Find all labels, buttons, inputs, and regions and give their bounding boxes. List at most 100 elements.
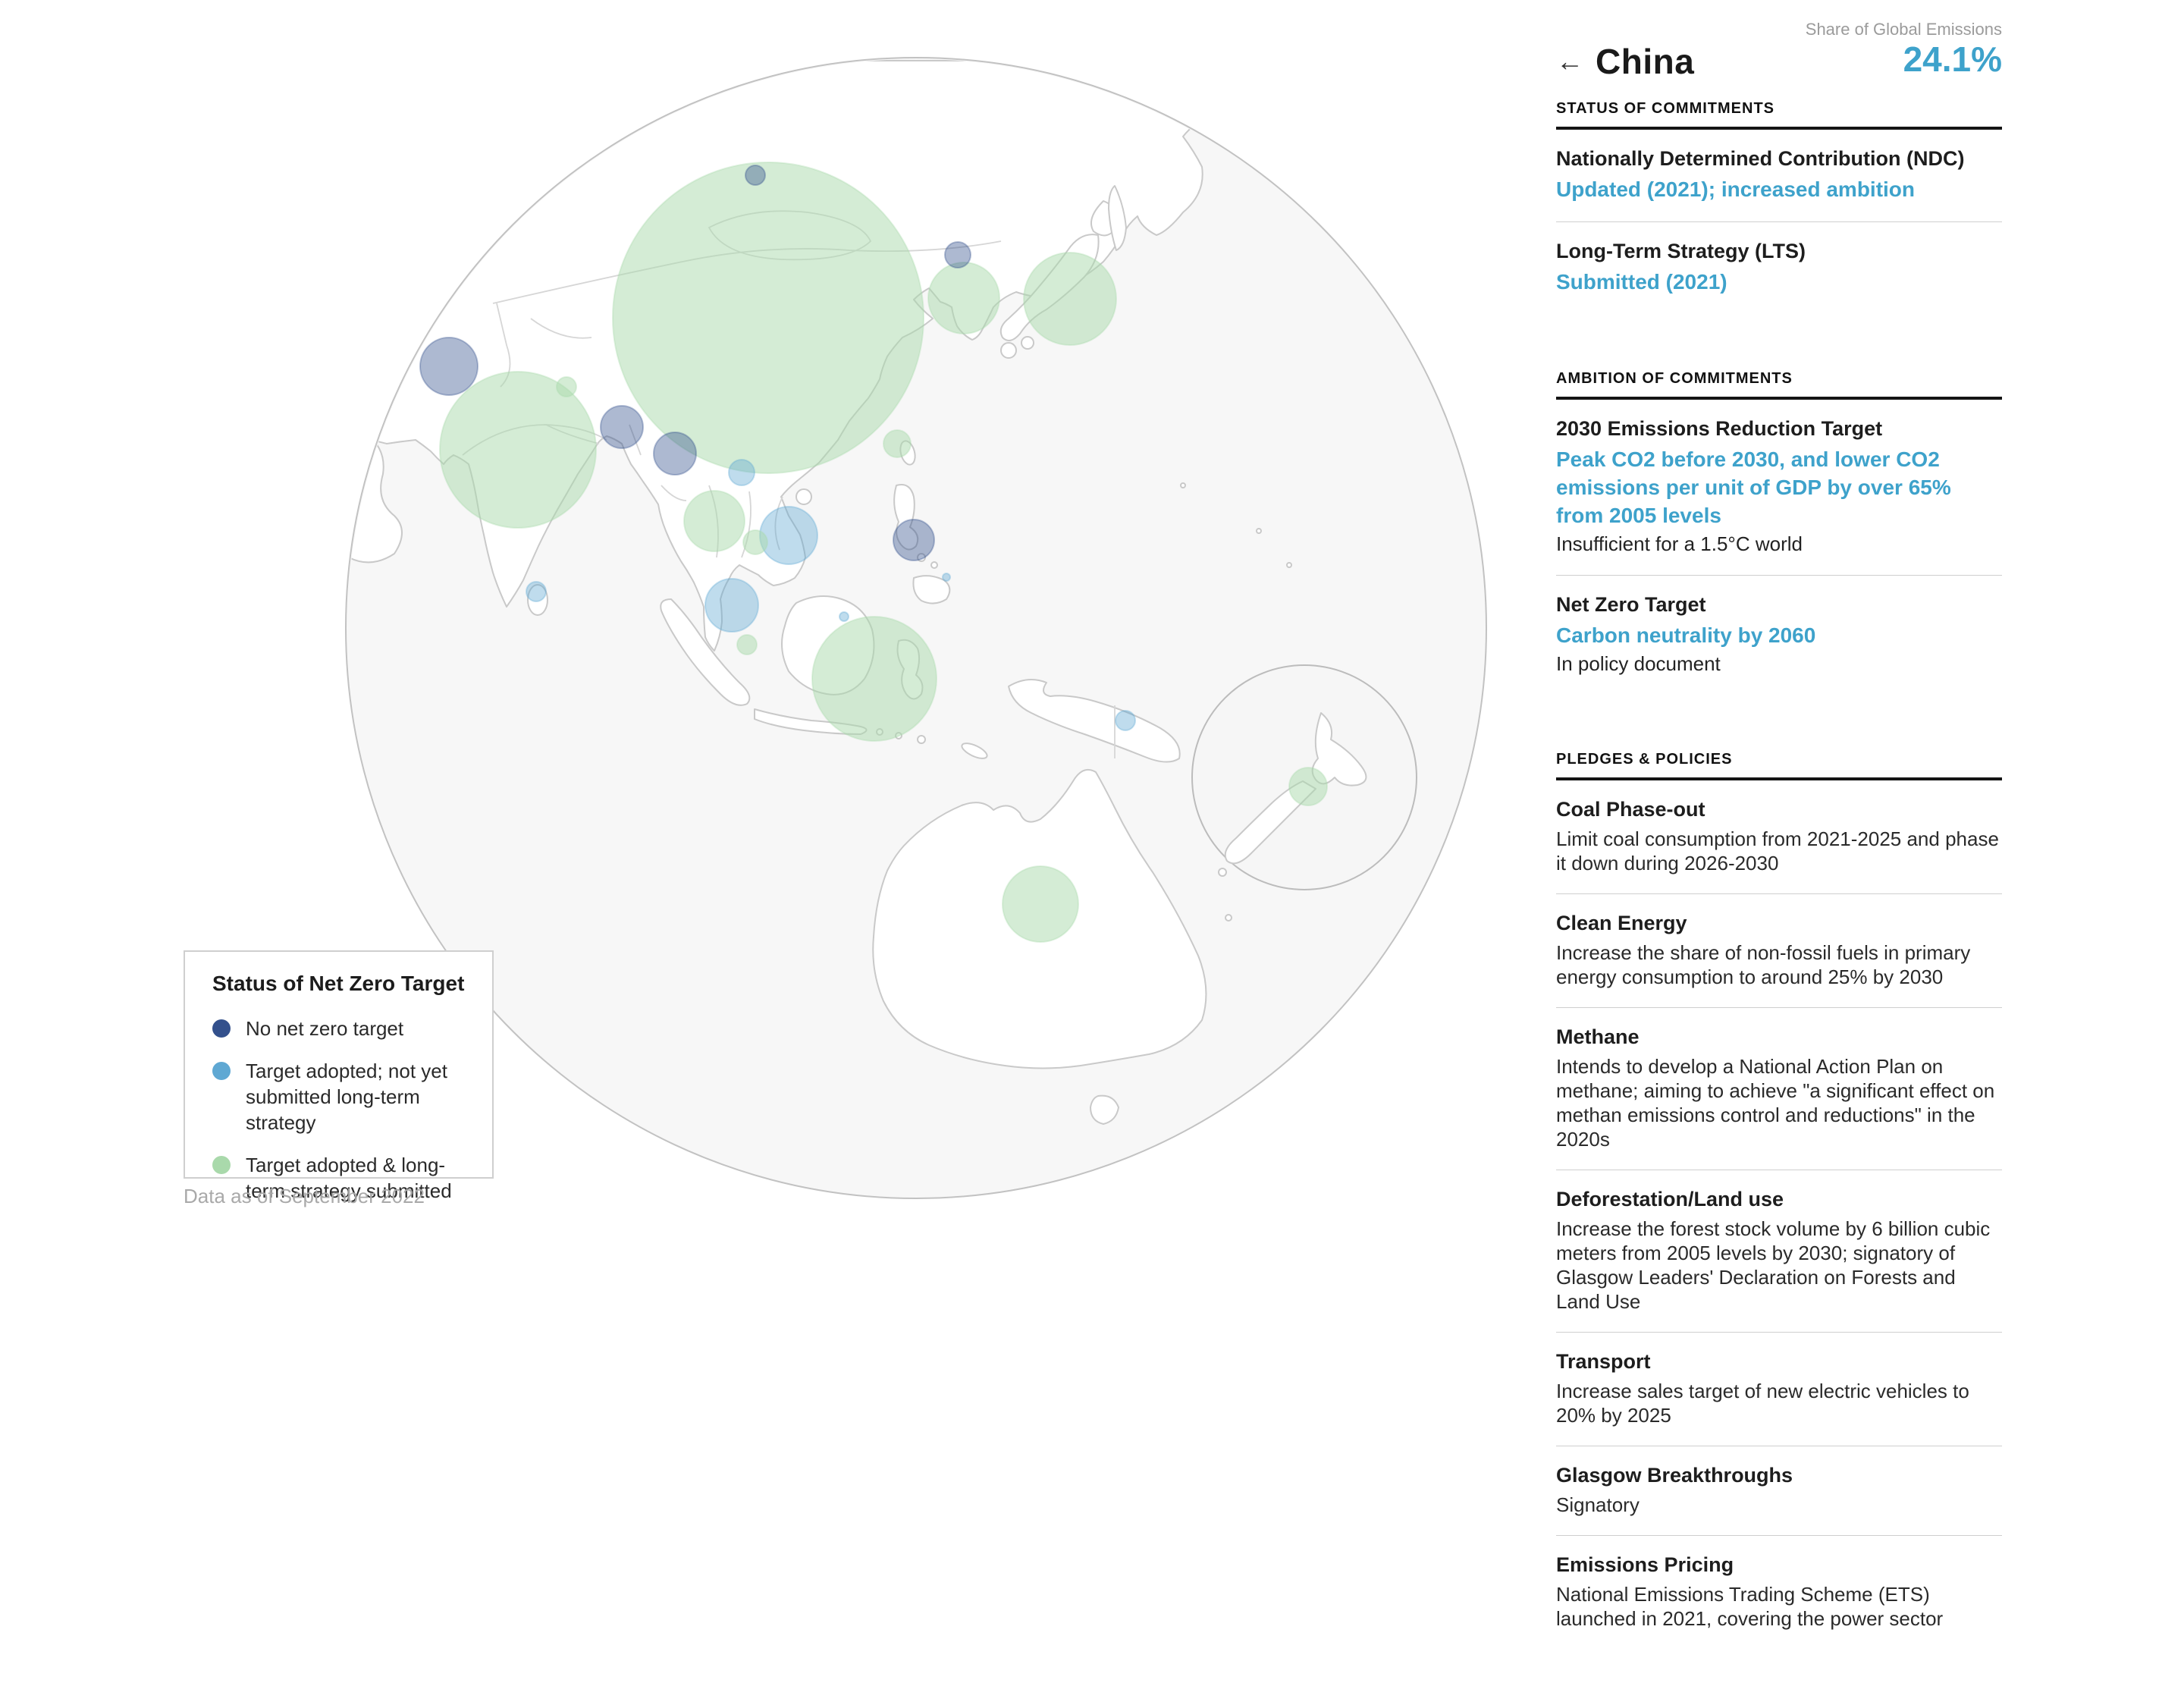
- legend-entry: No net zero target: [212, 1016, 469, 1041]
- country-detail-panel: Share of Global Emissions 24.1% ← China …: [1556, 15, 2002, 1705]
- map-bubble-laos[interactable]: [728, 459, 755, 486]
- land-visayas-1: [917, 553, 926, 562]
- section-heading: AMBITION OF COMMITMENTS: [1556, 370, 2002, 400]
- map-bubble-papua-new-guinea[interactable]: [1115, 710, 1136, 731]
- item-text: Increase sales target of new electric ve…: [1556, 1380, 1969, 1427]
- item-label: Coal Phase-out: [1556, 798, 1705, 821]
- map-bubble-pakistan[interactable]: [419, 337, 479, 396]
- item-text: Increase the forest stock volume by 6 bi…: [1556, 1217, 1991, 1313]
- item-label: Nationally Determined Contribution (NDC): [1556, 147, 1965, 170]
- item-note: In policy document: [1556, 652, 1721, 675]
- share-label: Share of Global Emissions: [1805, 20, 2002, 39]
- land-sri-lanka: [527, 584, 548, 616]
- map-bubble-nepal[interactable]: [556, 376, 577, 397]
- section-heading: PLEDGES & POLICIES: [1556, 751, 2002, 780]
- item-value: Carbon neutrality by 2060: [1556, 623, 1816, 647]
- island-speck-1: [1256, 528, 1262, 534]
- item-text: Increase the share of non-fossil fuels i…: [1556, 941, 1971, 988]
- land-flores: [917, 735, 926, 744]
- map-bubble-myanmar[interactable]: [653, 432, 697, 476]
- land-nz-south-island: [1224, 780, 1316, 865]
- island-speck-3: [1180, 482, 1186, 488]
- country-title: China: [1596, 42, 1695, 81]
- legend-status-dot-icon: [212, 1019, 231, 1038]
- item-note: Insufficient for a 1.5°C world: [1556, 532, 1803, 555]
- map-bubble-vietnam[interactable]: [759, 506, 818, 565]
- legend-status-dot-icon: [212, 1062, 231, 1080]
- world-globe-svg: [345, 57, 1487, 1199]
- panel-item: Emissions Pricing National Emissions Tra…: [1556, 1536, 2002, 1649]
- map-bubble-india[interactable]: [439, 371, 597, 529]
- land-tasmania: [1090, 1094, 1119, 1125]
- map-bubble-china[interactable]: [612, 162, 924, 474]
- map-bubble-south-korea[interactable]: [927, 262, 1000, 334]
- map-bubble-malaysia[interactable]: [704, 578, 759, 633]
- item-value: Submitted (2021): [1556, 270, 1727, 294]
- item-label: Clean Energy: [1556, 912, 1687, 934]
- panel-item: 2030 Emissions Reduction Target Peak CO2…: [1556, 400, 2002, 576]
- land-timor: [961, 743, 988, 759]
- land-mindanao: [912, 575, 951, 604]
- border-indochina-1: [774, 496, 783, 551]
- panel-item: Clean Energy Increase the share of non-f…: [1556, 894, 2002, 1008]
- panel-section: AMBITION OF COMMITMENTS 2030 Emissions R…: [1556, 370, 2002, 695]
- land-visayas-2: [930, 561, 938, 569]
- item-text: Intends to develop a National Action Pla…: [1556, 1055, 1995, 1151]
- panel-item: Long-Term Strategy (LTS) Submitted (2021…: [1556, 222, 2002, 314]
- section-heading: STATUS OF COMMITMENTS: [1556, 100, 2002, 130]
- item-label: Transport: [1556, 1350, 1651, 1373]
- map-bubble-philippines[interactable]: [893, 519, 935, 561]
- legend-entry-label: Target adopted & long-term strategy subm…: [246, 1154, 452, 1202]
- panel-item: Methane Intends to develop a National Ac…: [1556, 1008, 2002, 1170]
- data-as-of-note: Data as of September 2022: [184, 1185, 425, 1207]
- item-label: 2030 Emissions Reduction Target: [1556, 417, 1883, 440]
- land-nz-north-island: [1311, 712, 1367, 787]
- map-bubble-thailand[interactable]: [683, 490, 745, 552]
- map-bubble-taiwan[interactable]: [883, 429, 912, 458]
- item-label: Deforestation/Land use: [1556, 1188, 1784, 1210]
- map-bubble-cambodia[interactable]: [742, 529, 768, 555]
- item-value: Peak CO2 before 2030, and lower CO2 emis…: [1556, 447, 1951, 527]
- panel-section: STATUS OF COMMITMENTS Nationally Determi…: [1556, 100, 2002, 314]
- legend-entry: Target adopted & long-term strategy subm…: [212, 1152, 469, 1204]
- share-value: 24.1%: [1903, 39, 2002, 79]
- legend-entry-label: Target adopted; not yet submitted long-t…: [246, 1060, 447, 1134]
- panel-item: Nationally Determined Contribution (NDC)…: [1556, 130, 2002, 222]
- map-bubble-sri-lanka[interactable]: [526, 581, 547, 602]
- legend-status-dot-icon: [212, 1156, 231, 1174]
- item-text: Limit coal consumption from 2021-2025 an…: [1556, 827, 1999, 874]
- legend-entry-label: No net zero target: [246, 1017, 404, 1040]
- border-central-asia-2: [530, 318, 592, 339]
- item-label: Emissions Pricing: [1556, 1553, 1734, 1576]
- emission-bubbles: [419, 162, 1328, 943]
- map-bubble-brunei[interactable]: [839, 611, 849, 622]
- island-speck-4: [1225, 914, 1232, 922]
- map-bubble-singapore[interactable]: [736, 634, 758, 655]
- panel-item: Glasgow Breakthroughs Signatory: [1556, 1446, 2002, 1536]
- panel-item: Net Zero Target Carbon neutrality by 206…: [1556, 576, 2002, 695]
- land-nz-stewart: [1218, 868, 1227, 877]
- map-bubble-indonesia[interactable]: [811, 616, 937, 742]
- item-label: Glasgow Breakthroughs: [1556, 1464, 1793, 1487]
- map-bubble-new-zealand[interactable]: [1288, 767, 1328, 806]
- border-indochina-2: [741, 491, 752, 558]
- map-bubble-australia[interactable]: [1002, 865, 1079, 943]
- land-luzon: [893, 484, 919, 551]
- back-arrow-icon[interactable]: ←: [1556, 46, 1583, 77]
- item-label: Methane: [1556, 1025, 1640, 1048]
- land-new-guinea: [1008, 679, 1181, 763]
- map-bubble-bangladesh[interactable]: [600, 405, 644, 449]
- map-bubble-north-korea[interactable]: [944, 241, 971, 268]
- land-sakhalin: [1108, 185, 1127, 251]
- globe-map: Status of Net Zero Target No net zero ta…: [184, 57, 1487, 1207]
- map-bubble-philippines-minor[interactable]: [942, 573, 951, 582]
- map-bubble-mongolia[interactable]: [745, 165, 766, 186]
- map-bubble-japan[interactable]: [1023, 252, 1117, 346]
- item-text: Signatory: [1556, 1493, 1640, 1516]
- share-of-global-emissions: Share of Global Emissions 24.1%: [1806, 20, 2002, 79]
- legend-title: Status of Net Zero Target: [212, 972, 465, 995]
- land-kyushu: [1000, 342, 1017, 359]
- land-hainan: [795, 488, 812, 505]
- item-label: Long-Term Strategy (LTS): [1556, 240, 1806, 262]
- item-text: National Emissions Trading Scheme (ETS) …: [1556, 1583, 1944, 1630]
